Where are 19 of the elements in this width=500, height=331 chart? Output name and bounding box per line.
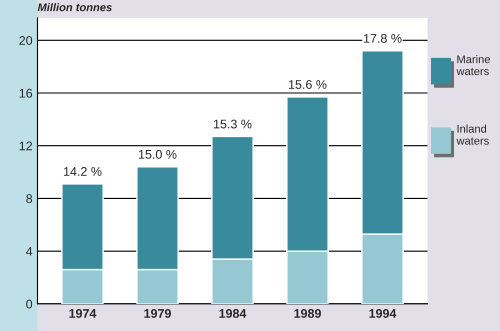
annotation: 15.0 % (138, 150, 177, 159)
y-tick-label: 8 (26, 194, 32, 204)
annotation: 15.3 % (214, 120, 252, 128)
x-tick-label: 1984 (219, 309, 246, 318)
legend-label: Marine waters (456, 55, 490, 76)
annotation: 17.8 % (364, 34, 402, 43)
y-axis-title: Million tonnes (38, 3, 112, 12)
x-tick-label: 1979 (144, 309, 171, 318)
x-tick-label: 1974 (69, 309, 96, 318)
x-tick-label: 1994 (369, 309, 396, 318)
y-tick-label: 16 (20, 88, 32, 98)
annotation: 14.2 % (64, 167, 102, 176)
y-tick-label: 20 (19, 36, 32, 45)
annotation: 15.6 % (288, 80, 327, 89)
y-tick-label: 12 (20, 142, 32, 150)
y-tick-label: 4 (26, 247, 32, 256)
legend-label: Inland waters (456, 124, 489, 145)
x-tick-label: 1989 (294, 309, 321, 318)
y-tick-label: 0 (26, 300, 32, 309)
